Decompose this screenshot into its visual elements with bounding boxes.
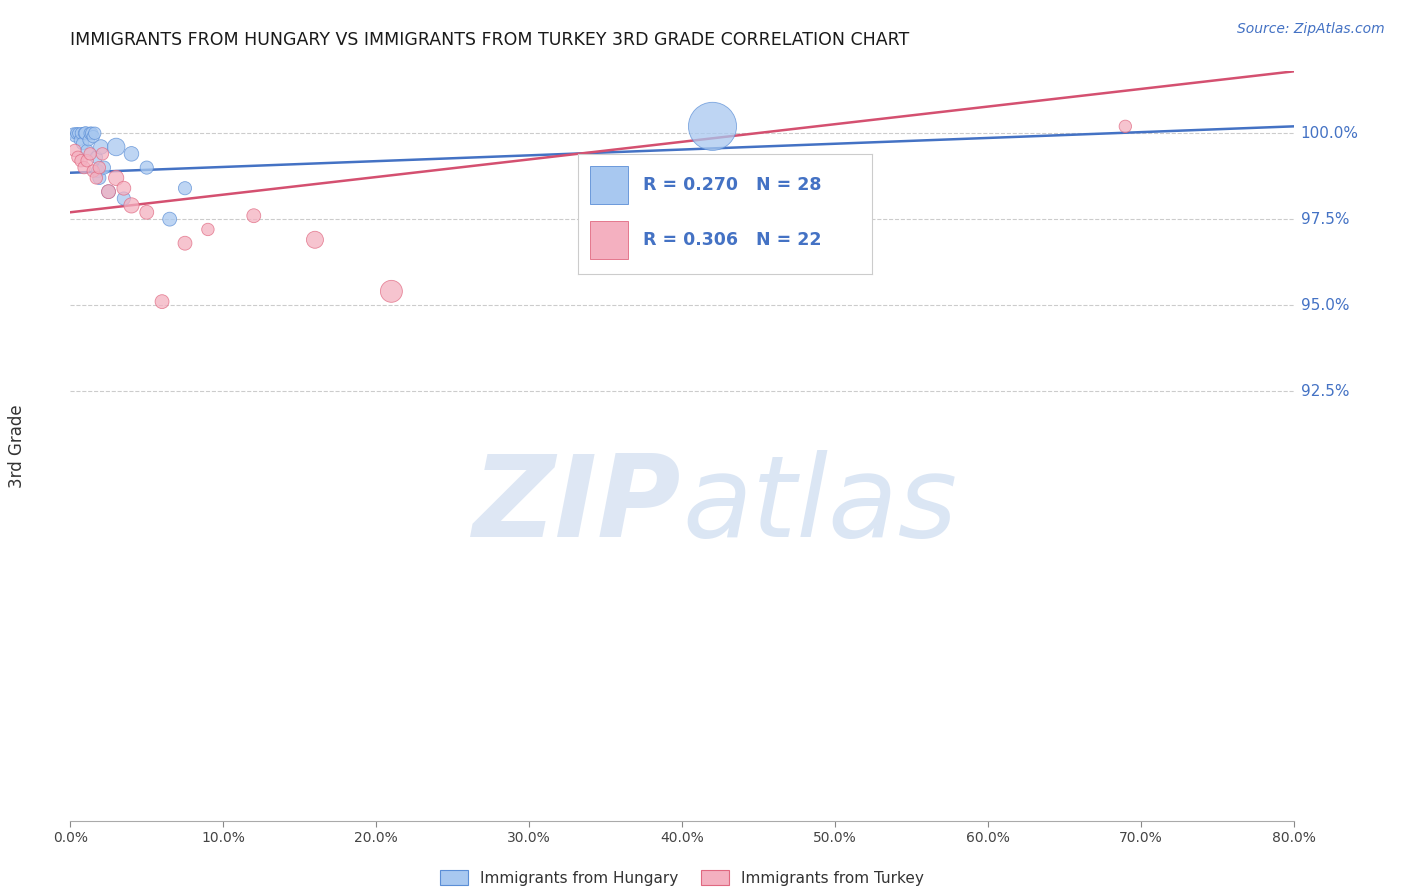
Point — [63, 144, 86, 158]
Point — [70, 153, 93, 168]
Text: 97.5%: 97.5% — [1301, 211, 1348, 227]
Point — [63, 129, 86, 144]
Point — [89, 161, 111, 175]
Text: 3rd Grade: 3rd Grade — [8, 404, 25, 488]
Point — [84, 150, 107, 164]
Point — [76, 153, 98, 168]
Point — [73, 126, 96, 140]
Point — [79, 146, 101, 161]
Point — [82, 164, 104, 178]
Point — [112, 181, 135, 195]
Point — [87, 164, 110, 178]
Point — [702, 120, 724, 134]
Point — [121, 198, 143, 212]
Point — [380, 285, 402, 299]
Text: 100.0%: 100.0% — [1301, 126, 1358, 141]
Point — [174, 181, 197, 195]
Point — [83, 126, 105, 140]
Point — [112, 192, 135, 206]
Point — [159, 212, 181, 227]
Point — [243, 209, 266, 223]
Point — [66, 150, 89, 164]
Point — [69, 133, 91, 147]
Point — [66, 126, 89, 140]
Point — [174, 236, 197, 251]
Point — [97, 185, 120, 199]
Point — [150, 294, 173, 309]
Point — [79, 126, 101, 140]
Point — [77, 133, 100, 147]
Point — [65, 126, 87, 140]
Text: atlas: atlas — [682, 450, 957, 561]
Text: IMMIGRANTS FROM HUNGARY VS IMMIGRANTS FROM TURKEY 3RD GRADE CORRELATION CHART: IMMIGRANTS FROM HUNGARY VS IMMIGRANTS FR… — [70, 31, 910, 49]
Point — [80, 126, 103, 140]
Legend: Immigrants from Hungary, Immigrants from Turkey: Immigrants from Hungary, Immigrants from… — [434, 864, 929, 892]
Point — [76, 144, 98, 158]
Point — [97, 185, 120, 199]
Text: R = 0.270   N = 28: R = 0.270 N = 28 — [643, 176, 821, 194]
Text: 95.0%: 95.0% — [1301, 298, 1348, 312]
Point — [135, 161, 157, 175]
Point — [75, 126, 97, 140]
Bar — [589, 221, 628, 260]
Point — [304, 233, 326, 247]
Point — [135, 205, 157, 219]
Point — [89, 170, 111, 185]
Point — [91, 146, 114, 161]
Point — [90, 140, 112, 154]
Point — [105, 140, 128, 154]
Point — [1114, 120, 1136, 134]
Point — [197, 222, 219, 236]
Point — [62, 126, 84, 140]
Bar — [589, 166, 628, 204]
Point — [70, 126, 93, 140]
Point — [82, 129, 104, 144]
Text: ZIP: ZIP — [474, 450, 682, 561]
Text: Source: ZipAtlas.com: Source: ZipAtlas.com — [1237, 22, 1385, 37]
Point — [84, 170, 107, 185]
Point — [121, 146, 143, 161]
Point — [73, 161, 96, 175]
Point — [93, 161, 115, 175]
Point — [105, 170, 128, 185]
Point — [72, 136, 94, 151]
Text: 92.5%: 92.5% — [1301, 384, 1348, 399]
Text: R = 0.306   N = 22: R = 0.306 N = 22 — [643, 231, 821, 249]
